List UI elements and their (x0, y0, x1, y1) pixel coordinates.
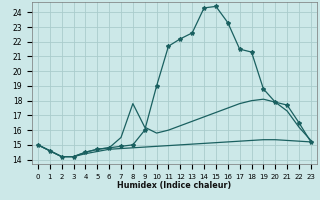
X-axis label: Humidex (Indice chaleur): Humidex (Indice chaleur) (117, 181, 232, 190)
